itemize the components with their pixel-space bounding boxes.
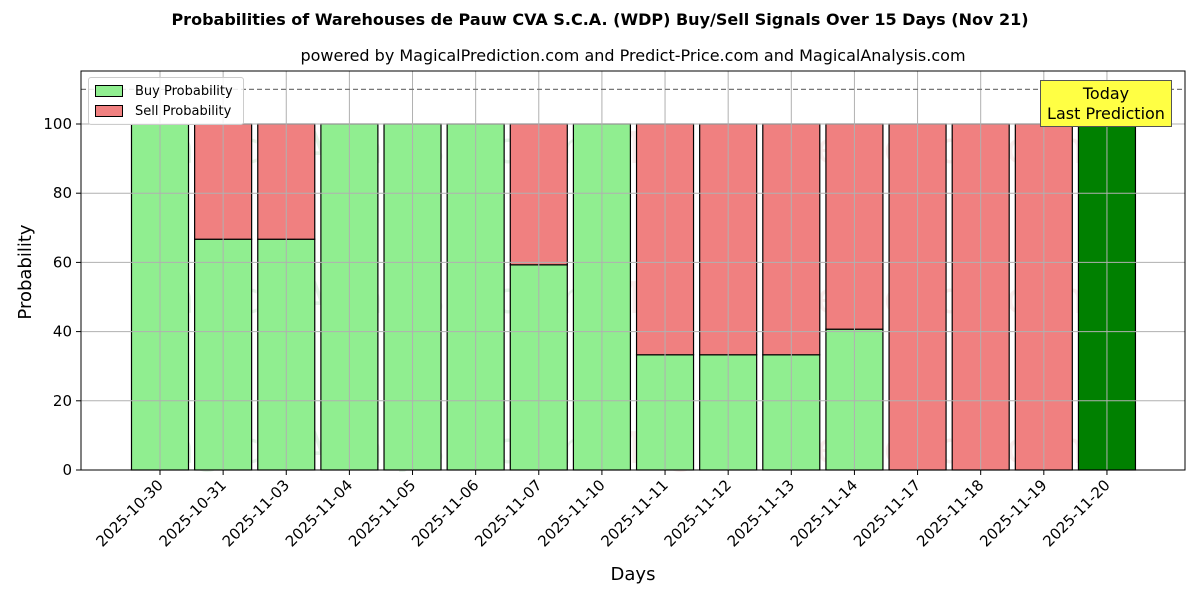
annotation-line-1: Today bbox=[1082, 84, 1130, 103]
legend-item-sell: Sell Probability bbox=[95, 103, 231, 119]
x-tick-label: 2025-11-19 bbox=[976, 476, 1050, 550]
legend-buy-label: Buy Probability bbox=[135, 83, 233, 99]
x-axis-label: Days bbox=[611, 564, 656, 585]
y-tick-label: 40 bbox=[53, 323, 72, 341]
annotation-line-2: Last Prediction bbox=[1047, 104, 1165, 123]
x-tick-label: 2025-10-31 bbox=[156, 476, 230, 550]
legend: Buy Probability Sell Probability bbox=[88, 77, 244, 125]
today-annotation: Today Last Prediction bbox=[1040, 80, 1172, 127]
y-tick-label: 20 bbox=[53, 392, 72, 410]
chart-subtitle: powered by MagicalPrediction.com and Pre… bbox=[300, 46, 966, 65]
y-tick-label: 100 bbox=[43, 115, 72, 133]
y-tick-label: 80 bbox=[53, 184, 72, 202]
y-axis-label: Probability bbox=[15, 224, 36, 319]
x-tick-label: 2025-11-10 bbox=[534, 476, 608, 550]
x-tick-label: 2025-11-03 bbox=[219, 476, 293, 550]
x-tick-label: 2025-11-05 bbox=[345, 476, 419, 550]
x-tick-label: 2025-11-13 bbox=[724, 476, 798, 550]
buy-swatch-icon bbox=[95, 85, 123, 97]
x-tick-label: 2025-11-11 bbox=[597, 476, 671, 550]
y-tick-label: 0 bbox=[62, 461, 72, 479]
x-tick-label: 2025-11-20 bbox=[1039, 476, 1113, 550]
legend-sell-label: Sell Probability bbox=[135, 103, 232, 119]
y-tick-label: 60 bbox=[53, 253, 72, 271]
x-tick-label: 2025-11-12 bbox=[661, 476, 735, 550]
axes-frame bbox=[80, 70, 1186, 471]
x-tick-label: 2025-11-18 bbox=[913, 476, 987, 550]
x-tick-label: 2025-11-14 bbox=[787, 476, 861, 550]
sell-swatch-icon bbox=[95, 105, 123, 117]
chart-title: Probabilities of Warehouses de Pauw CVA … bbox=[171, 10, 1029, 29]
x-tick-label: 2025-11-17 bbox=[850, 476, 924, 550]
x-tick-label: 2025-10-30 bbox=[92, 476, 166, 550]
x-tick-label: 2025-11-06 bbox=[408, 476, 482, 550]
x-tick-label: 2025-11-04 bbox=[282, 476, 356, 550]
x-tick-label: 2025-11-07 bbox=[471, 476, 545, 550]
legend-item-buy: Buy Probability bbox=[95, 83, 233, 99]
